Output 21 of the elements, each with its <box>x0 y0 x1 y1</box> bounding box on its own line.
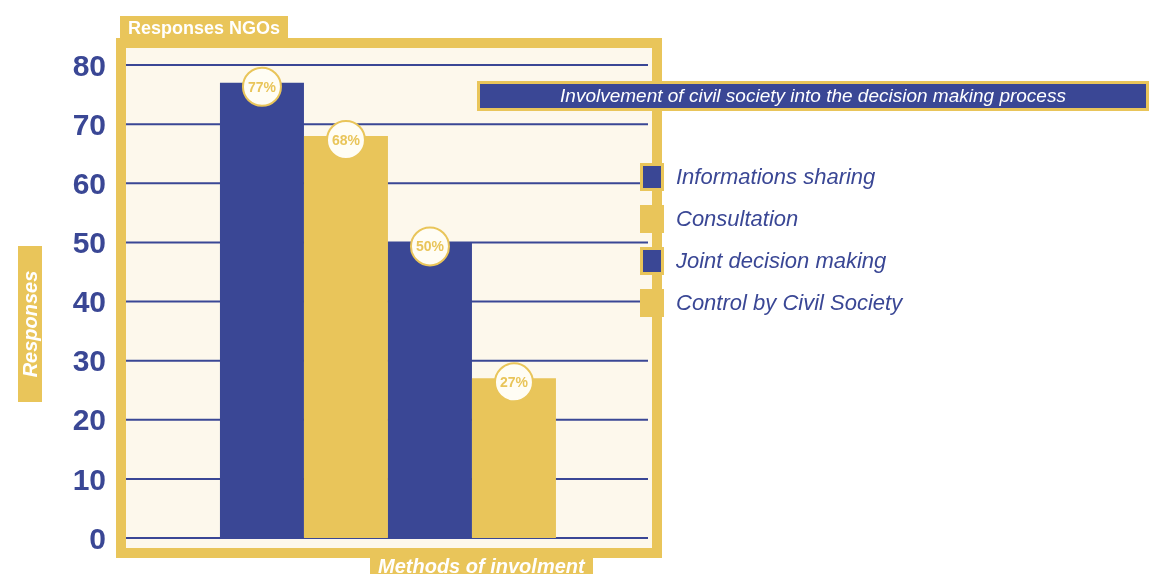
y-tick-label: 30 <box>72 344 106 378</box>
title-banner: Involvement of civil society into the decision making process <box>477 81 1149 111</box>
legend-label: Joint decision making <box>676 248 887 274</box>
chart-subtitle: Responses NGOs <box>120 16 289 41</box>
y-tick-label: 40 <box>72 285 106 319</box>
y-tick-label: 70 <box>72 107 106 141</box>
y-tick-label: 20 <box>72 403 106 437</box>
legend-label: Control by Civil Society <box>676 290 903 316</box>
legend-label: Informations sharing <box>676 164 876 190</box>
y-tick-label: 50 <box>72 226 106 260</box>
legend-label: Consultation <box>676 206 799 232</box>
data-label: 27% <box>499 374 529 391</box>
y-axis-title: Responses <box>18 270 42 378</box>
data-label: 50% <box>415 238 445 255</box>
y-tick-label: 60 <box>72 166 106 200</box>
y-tick-label: 80 <box>72 48 106 82</box>
y-tick-label: 10 <box>72 462 106 496</box>
data-label: 77% <box>247 78 277 95</box>
y-tick-label: 0 <box>89 521 106 555</box>
data-label: 68% <box>331 131 361 148</box>
x-axis-title: Methods of involment <box>370 554 593 574</box>
